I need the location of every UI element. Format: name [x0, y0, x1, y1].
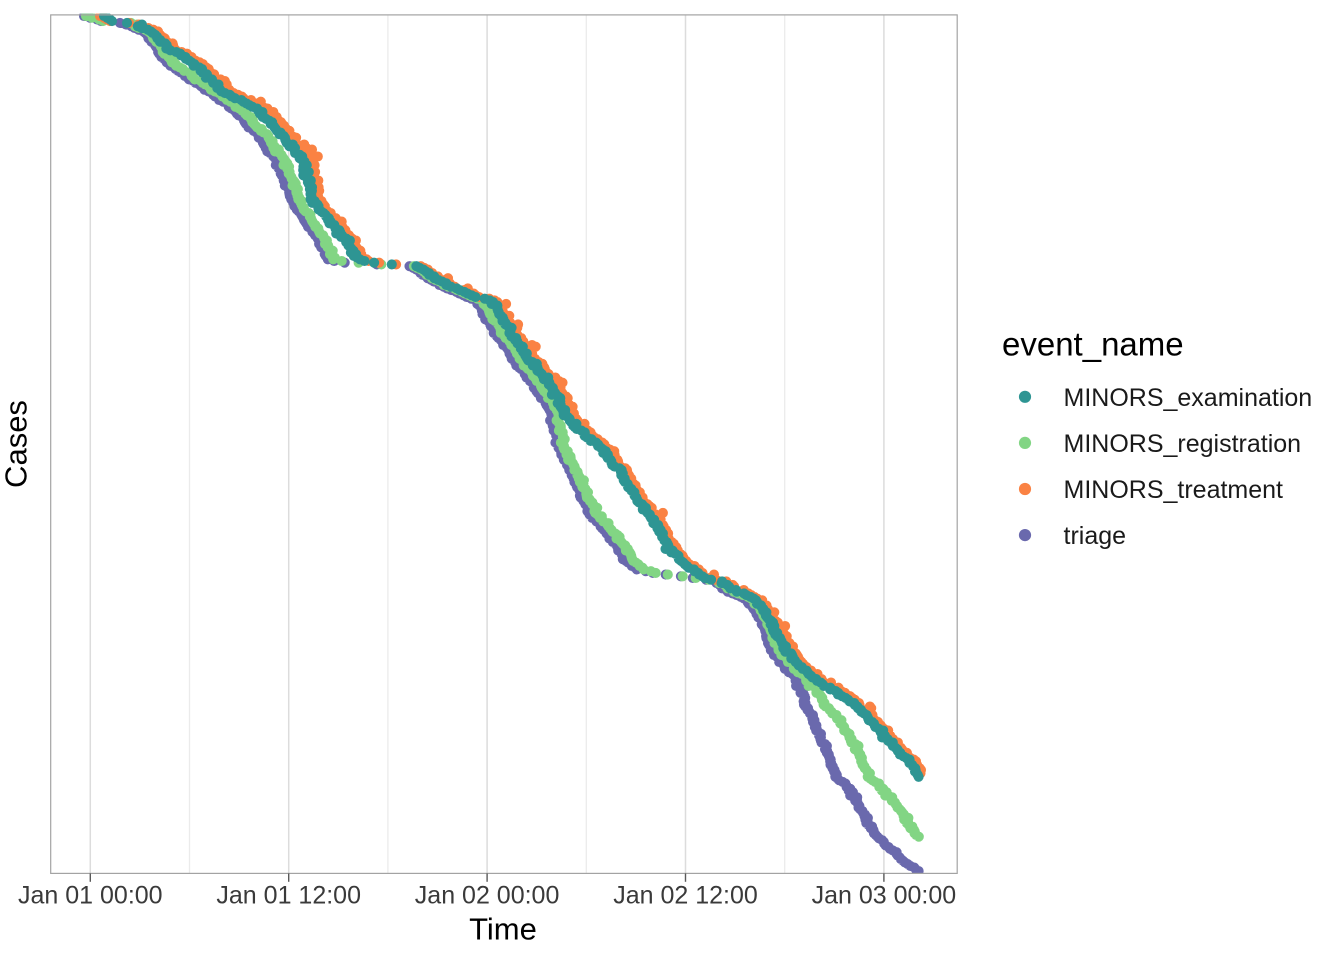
svg-text:Jan 02 12:00: Jan 02 12:00	[613, 882, 758, 910]
svg-text:Jan 01 00:00: Jan 01 00:00	[18, 882, 163, 910]
svg-text:MINORS_examination: MINORS_examination	[1064, 384, 1313, 412]
svg-text:Jan 01 12:00: Jan 01 12:00	[216, 882, 361, 910]
svg-text:Time: Time	[469, 912, 537, 947]
svg-text:Cases: Cases	[0, 400, 34, 488]
svg-text:triage: triage	[1064, 522, 1127, 550]
svg-text:Jan 03 00:00: Jan 03 00:00	[812, 882, 957, 910]
svg-text:MINORS_registration: MINORS_registration	[1064, 430, 1302, 458]
svg-text:Jan 02 00:00: Jan 02 00:00	[415, 882, 560, 910]
svg-text:MINORS_treatment: MINORS_treatment	[1064, 476, 1284, 504]
svg-text:event_name: event_name	[1002, 326, 1184, 363]
